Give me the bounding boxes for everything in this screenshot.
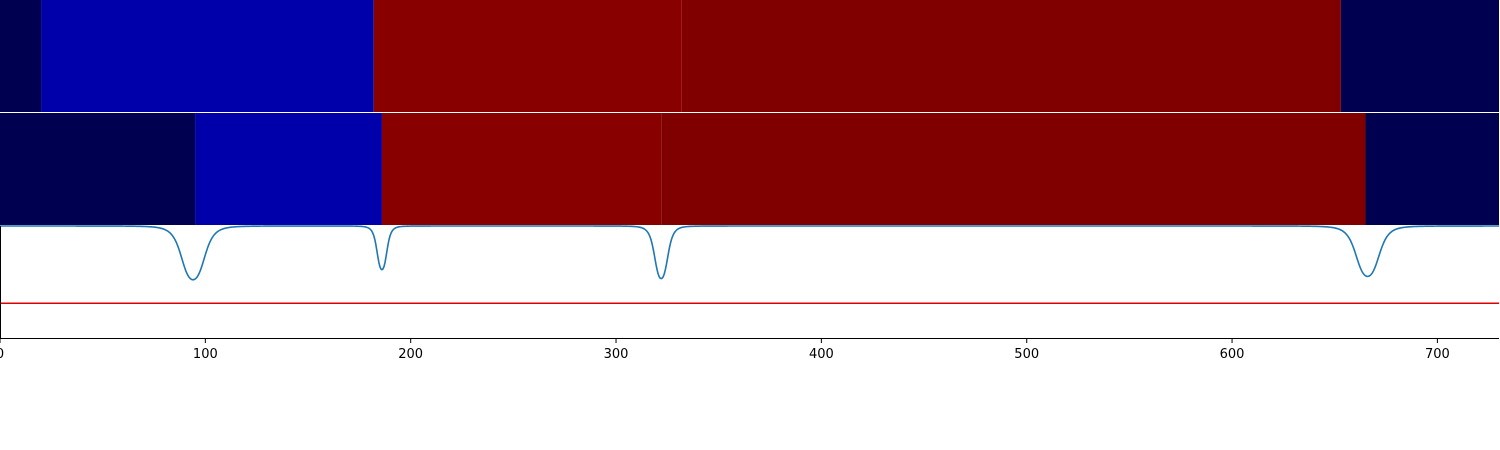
heatmap-row-2: [0, 113, 1499, 225]
x-tick-label: 100: [193, 347, 218, 362]
x-tick-label: 500: [1014, 347, 1039, 362]
row-2-segment-3: [381, 113, 662, 225]
x-tick-label: 400: [809, 347, 834, 362]
row-2-segment-5: [1365, 113, 1499, 225]
signal-panel: [0, 225, 1499, 305]
row-2-segment-2: [195, 113, 382, 225]
row-2-segment-1: [0, 113, 196, 225]
x-tick-label: 600: [1220, 347, 1245, 362]
signal-line: [0, 225, 1499, 281]
x-tick-label: 300: [604, 347, 629, 362]
x-axis: 0 100 200 300 400 500 600 700: [0, 226, 1499, 362]
x-tick-label: 200: [398, 347, 423, 362]
row-2-segment-4: [661, 113, 1366, 225]
row-1-segment-2: [41, 0, 374, 112]
row-1-segment-5: [1340, 0, 1499, 112]
x-tick-label: 0: [0, 347, 4, 362]
heatmap-row-1: [0, 0, 1499, 112]
row-1-segment-1: [0, 0, 42, 112]
row-1-segment-4: [681, 0, 1341, 112]
row-1-segment-3: [373, 0, 682, 112]
x-tick-label: 700: [1425, 347, 1450, 362]
heatmap-rows: [0, 0, 1499, 225]
